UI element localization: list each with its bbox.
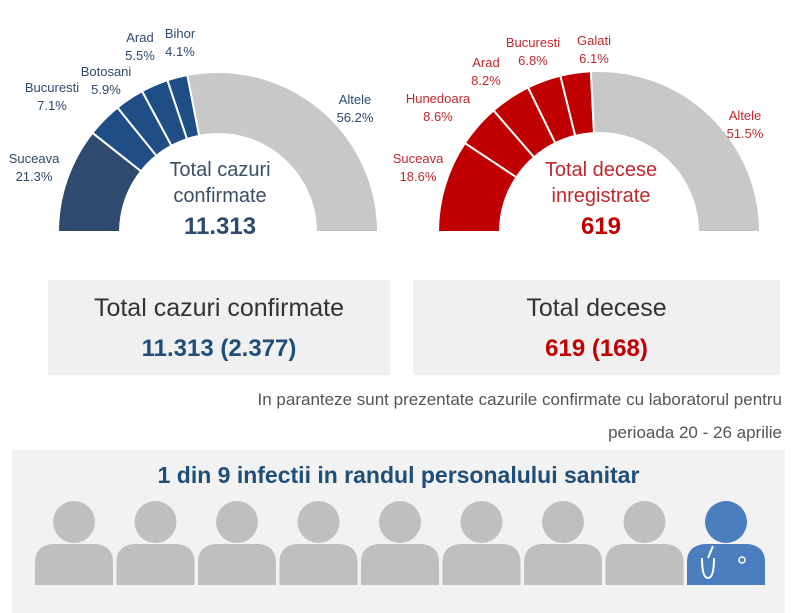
label-arad: Arad: [472, 55, 499, 70]
value-suceava: 21.3%: [16, 169, 53, 184]
value-bucuresti: 7.1%: [37, 98, 67, 113]
label-altele: Altele: [339, 92, 372, 107]
label-arad: Arad: [126, 30, 153, 45]
cases-summary-box: Total cazuri confirmate 11.313 (2.377): [48, 280, 390, 375]
center-title: Total decese: [545, 159, 657, 181]
center-value: 619: [581, 213, 621, 240]
label-botosani: Botosani: [81, 64, 132, 79]
label-hunedoara: Hunedoara: [406, 91, 471, 106]
person-head: [705, 501, 747, 543]
label-bucuresti: Bucuresti: [25, 80, 79, 95]
person-head: [460, 501, 503, 543]
cases-summary-title: Total cazuri confirmate: [93, 294, 345, 322]
stethoscope-icon: [701, 545, 715, 580]
value-altele: 51.5%: [727, 126, 764, 141]
person-head: [53, 501, 95, 543]
staff-panel: 1 din 9 infectii in randul personalului …: [12, 450, 785, 613]
cases-semi-donut: Suceava 21.3% Bucuresti 7.1% Botosani 5.9% Ara…: [9, 26, 380, 240]
center-title: Total cazuri: [169, 159, 270, 181]
person-body: [116, 544, 195, 585]
person-body: [442, 544, 521, 585]
person-icon: [361, 501, 439, 585]
person-head: [134, 501, 177, 543]
person-icon: [35, 501, 113, 585]
person-icon: [524, 501, 602, 585]
medical-staff-icon: [687, 501, 765, 585]
person-head: [379, 501, 421, 543]
slice-altele: [589, 70, 762, 233]
label-altele: Altele: [729, 108, 762, 123]
deaths-summary-title: Total decese: [526, 294, 667, 322]
deaths-summary-box: Total decese 619 (168): [413, 280, 780, 375]
value-suceava: 18.6%: [400, 169, 437, 184]
note-line-2: perioada 20 - 26 aprilie: [608, 423, 782, 442]
person-head: [297, 501, 340, 543]
person-icon: [279, 501, 358, 585]
deaths-summary-value: 619 (168): [545, 335, 648, 362]
label-bucuresti: Bucuresti: [506, 35, 560, 50]
people-icons: [35, 501, 765, 585]
person-icon: [116, 501, 195, 585]
center-title: confirmate: [173, 185, 266, 207]
person-head: [623, 501, 666, 543]
value-altele: 56.2%: [337, 110, 374, 125]
stethoscope-chestpiece: [738, 556, 746, 564]
slice-altele: [186, 71, 380, 233]
person-body: [687, 544, 765, 585]
person-body: [35, 544, 113, 585]
charts-svg: Suceava 21.3% Bucuresti 7.1% Botosani 5.9% Ara…: [9, 26, 764, 240]
label-bihor: Bihor: [165, 26, 196, 41]
value-botosani: 5.9%: [91, 82, 121, 97]
person-head: [216, 501, 258, 543]
person-body: [605, 544, 684, 585]
label-suceava: Suceava: [393, 151, 444, 166]
label-suceava: Suceava: [9, 151, 60, 166]
value-bucuresti: 6.8%: [518, 53, 548, 68]
person-body: [361, 544, 439, 585]
person-body: [198, 544, 276, 585]
person-icon: [442, 501, 521, 585]
person-icon: [605, 501, 684, 585]
value-arad: 8.2%: [471, 73, 501, 88]
person-body: [279, 544, 358, 585]
label-galati: Galati: [577, 33, 611, 48]
value-bihor: 4.1%: [165, 44, 195, 59]
note-line-1: In paranteze sunt prezentate cazurile co…: [257, 390, 782, 409]
person-icon: [198, 501, 276, 585]
center-value: 11.313: [184, 213, 256, 240]
cases-summary-value: 11.313 (2.377): [141, 335, 297, 362]
staff-title: 1 din 9 infectii in randul personalului …: [157, 462, 640, 488]
value-arad: 5.5%: [125, 48, 155, 63]
person-body: [524, 544, 602, 585]
deaths-semi-donut: Suceava 18.6% Hunedoara 8.6% Arad 8.2% Bucures…: [393, 33, 764, 240]
center-title: inregistrate: [552, 185, 651, 207]
value-hunedoara: 8.6%: [423, 109, 453, 124]
person-head: [542, 501, 584, 543]
value-galati: 6.1%: [579, 51, 609, 66]
